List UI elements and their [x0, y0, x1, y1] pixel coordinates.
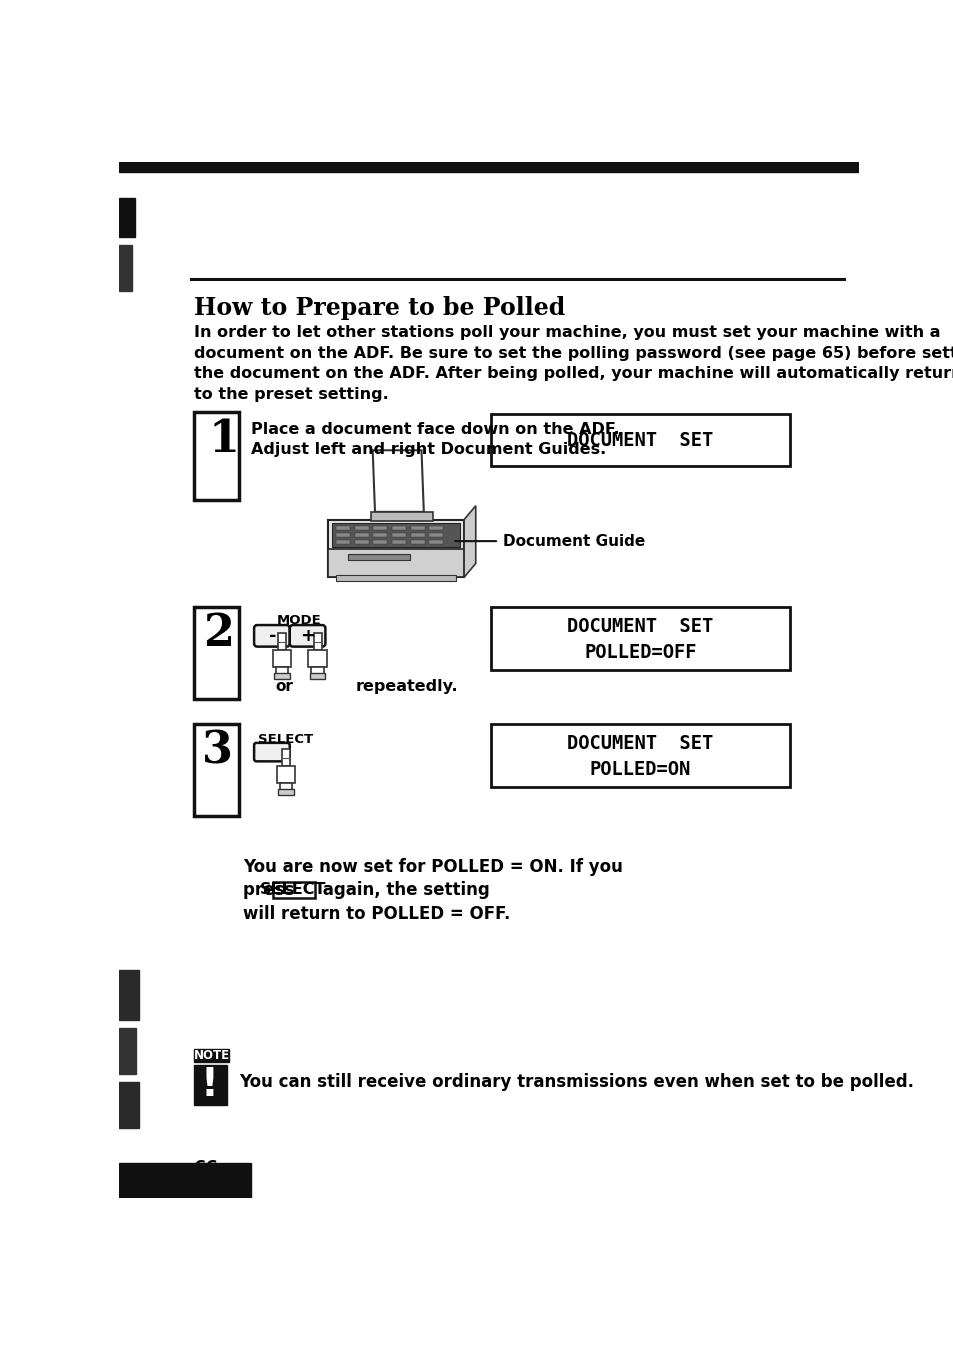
Polygon shape [464, 506, 476, 577]
Bar [491, 724, 789, 787]
Bar [119, 1163, 251, 1198]
Text: 66: 66 [193, 1159, 218, 1176]
Bar [410, 533, 424, 537]
Bar [392, 540, 406, 544]
Bar [119, 162, 858, 172]
Text: DOCUMENT  SET: DOCUMENT SET [567, 735, 713, 754]
Bar [335, 526, 350, 530]
Bar [310, 673, 325, 678]
Text: SELECT: SELECT [258, 732, 314, 746]
Bar [491, 415, 789, 467]
Text: SELECT: SELECT [260, 883, 327, 898]
Bar [429, 526, 443, 530]
Bar [193, 412, 238, 501]
Text: the document on the ADF. After being polled, your machine will automatically ret: the document on the ADF. After being pol… [193, 366, 953, 381]
Bar [355, 526, 369, 530]
Text: !: ! [201, 1066, 218, 1104]
Bar [282, 748, 290, 766]
Bar [429, 540, 443, 544]
Bar [328, 520, 464, 577]
Text: or: or [275, 678, 293, 695]
Bar [273, 882, 315, 898]
Text: 1: 1 [208, 417, 239, 460]
Bar [328, 549, 464, 577]
Text: POLLED=ON: POLLED=ON [589, 759, 690, 778]
Bar [373, 526, 387, 530]
Bar [119, 245, 132, 291]
Bar [429, 533, 443, 537]
Text: will return to POLLED = OFF.: will return to POLLED = OFF. [243, 905, 510, 922]
Text: In order to let other stations poll your machine, you must set your machine with: In order to let other stations poll your… [193, 324, 939, 339]
Text: Place a document face down on the ADF.: Place a document face down on the ADF. [251, 421, 619, 437]
Text: +: + [300, 627, 314, 645]
Text: How to Prepare to be Polled: How to Prepare to be Polled [193, 296, 564, 320]
FancyBboxPatch shape [253, 625, 290, 646]
Bar [314, 633, 321, 650]
Bar [355, 533, 369, 537]
Bar [491, 607, 789, 670]
FancyBboxPatch shape [290, 625, 325, 646]
Bar [355, 540, 369, 544]
Bar [332, 524, 459, 546]
Bar [348, 555, 410, 560]
Bar [308, 650, 327, 666]
Bar [119, 970, 138, 1020]
Bar [335, 540, 350, 544]
Bar [410, 540, 424, 544]
Bar [193, 1065, 227, 1105]
Bar [371, 511, 433, 521]
Bar [373, 540, 387, 544]
Text: -: - [269, 627, 276, 645]
Bar [335, 533, 350, 537]
Text: Adjust left and right Document Guides.: Adjust left and right Document Guides. [251, 441, 605, 456]
Bar [392, 533, 406, 537]
Text: MODE: MODE [276, 614, 321, 627]
FancyBboxPatch shape [253, 743, 290, 762]
Text: again, the setting: again, the setting [316, 882, 489, 899]
Bar [278, 789, 294, 795]
Bar [193, 724, 238, 816]
Text: POLLED=OFF: POLLED=OFF [583, 642, 696, 661]
Text: 2: 2 [203, 612, 233, 656]
Text: You are now set for POLLED = ON. If you: You are now set for POLLED = ON. If you [243, 859, 622, 876]
Bar [273, 650, 291, 666]
Bar [410, 526, 424, 530]
Text: DOCUMENT  SET: DOCUMENT SET [567, 431, 713, 450]
Bar [275, 666, 288, 674]
Bar [278, 633, 286, 650]
Bar [193, 1050, 229, 1062]
Bar [311, 666, 323, 674]
Text: press: press [243, 882, 300, 899]
Bar [279, 783, 292, 790]
Bar [119, 198, 134, 237]
Text: DOCUMENT  SET: DOCUMENT SET [567, 618, 713, 637]
Bar [119, 1028, 136, 1074]
Text: Document Guide: Document Guide [502, 533, 644, 549]
Bar [335, 575, 456, 581]
Text: NOTE: NOTE [193, 1049, 230, 1062]
Bar [119, 1082, 138, 1128]
Text: repeatedly.: repeatedly. [355, 678, 457, 695]
Bar [274, 673, 290, 678]
Bar [193, 607, 238, 699]
Bar [276, 766, 294, 783]
Text: 3: 3 [202, 730, 233, 773]
Text: document on the ADF. Be sure to set the polling password (see page 65) before se: document on the ADF. Be sure to set the … [193, 346, 953, 361]
Polygon shape [373, 451, 423, 511]
Bar [373, 533, 387, 537]
Text: You can still receive ordinary transmissions even when set to be polled.: You can still receive ordinary transmiss… [239, 1073, 913, 1090]
Text: to the preset setting.: to the preset setting. [193, 388, 388, 402]
Bar [392, 526, 406, 530]
